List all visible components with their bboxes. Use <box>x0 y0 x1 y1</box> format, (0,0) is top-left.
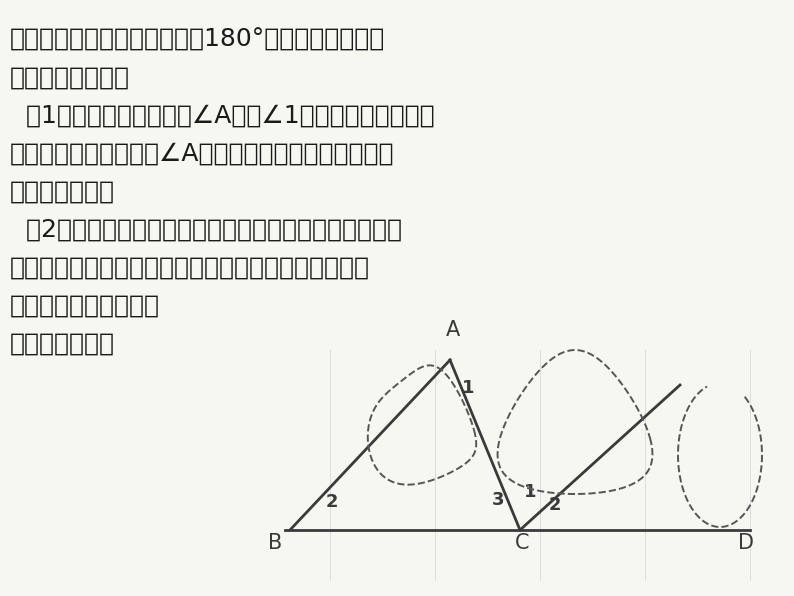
Text: 1: 1 <box>524 483 536 501</box>
Text: 到同样的效果？: 到同样的效果？ <box>10 180 115 204</box>
Text: 3: 3 <box>491 491 504 509</box>
Text: （1）如图，如果我们把∠A移到∠1的位置，你能说明这: （1）如图，如果我们把∠A移到∠1的位置，你能说明这 <box>10 104 434 128</box>
Text: B: B <box>268 533 282 553</box>
Text: 与同伴进行交流: 与同伴进行交流 <box>10 332 115 356</box>
Text: 2: 2 <box>549 496 561 514</box>
Text: 写出这一证明过程吗？: 写出这一证明过程吗？ <box>10 294 160 318</box>
Text: 言说说这一结论的证明思路吗？你能用比较简洁的语言: 言说说这一结论的证明思路吗？你能用比较简洁的语言 <box>10 256 370 280</box>
Text: 个结论吗？如果不移到∠A，那么你还有什么方法可以达: 个结论吗？如果不移到∠A，那么你还有什么方法可以达 <box>10 142 395 166</box>
Text: A: A <box>446 320 461 340</box>
Text: 论的探索过程吗？: 论的探索过程吗？ <box>10 66 130 90</box>
Text: 1: 1 <box>462 379 474 397</box>
Text: 2: 2 <box>326 493 338 511</box>
Text: 我们知道三角形的内角和等于180°。你还记得这个结: 我们知道三角形的内角和等于180°。你还记得这个结 <box>10 28 385 52</box>
Text: （2）根据前面给出的基本事实和定理，你能用自己的语: （2）根据前面给出的基本事实和定理，你能用自己的语 <box>10 218 402 242</box>
Text: C: C <box>515 533 530 553</box>
Text: D: D <box>738 533 754 553</box>
